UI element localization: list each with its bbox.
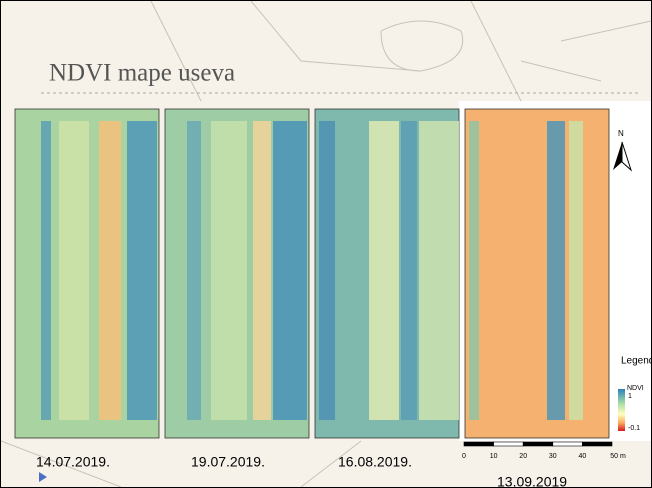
ndvi-ramp	[618, 389, 625, 431]
scale-segment	[494, 442, 524, 446]
scale-label: 40	[579, 453, 587, 460]
scale-bar: 0 10 20 30 40 50 m	[462, 442, 626, 460]
slide-title: NDVI mape useva	[49, 60, 235, 87]
slide: NDVI mape useva 14.07.2019. 19.07.2019. 16…	[0, 0, 652, 488]
field-strip	[187, 121, 201, 420]
scale-label: 0	[462, 453, 466, 460]
scale-label: 50 m	[610, 453, 626, 460]
legend-max: 1	[628, 393, 632, 400]
field-strip	[273, 121, 307, 420]
image-date: 19.07.2019.	[191, 454, 265, 470]
image-date: 14.07.2019.	[36, 454, 110, 470]
scale-segment	[553, 442, 583, 446]
scale-segment	[523, 442, 553, 446]
nav-marker	[39, 472, 47, 482]
field-strip	[469, 121, 479, 420]
ndvi-image	[465, 109, 609, 438]
field-strip	[369, 121, 399, 420]
field-strip	[419, 121, 459, 420]
field-strip	[547, 121, 565, 420]
legend-layer: NDVI	[627, 385, 644, 392]
scale-label: 10	[490, 453, 498, 460]
legend-min: -0.1	[628, 425, 640, 432]
legend-title: Legend	[621, 356, 651, 367]
field-strip	[401, 121, 417, 420]
scale-segment	[582, 442, 612, 446]
field-strip	[253, 121, 271, 420]
field-strip	[569, 121, 583, 420]
field-strip	[59, 121, 89, 420]
slide-canvas: NDVI mape useva 14.07.2019. 19.07.2019. 16…	[1, 1, 651, 487]
field-strip	[319, 121, 335, 420]
field-strip	[127, 121, 157, 420]
image-date: 16.08.2019.	[338, 454, 412, 470]
field-strip	[99, 121, 121, 420]
scale-segment	[464, 442, 494, 446]
north-label: N	[618, 129, 624, 138]
field-strip	[41, 121, 51, 420]
image-date: 13.09.2019	[497, 474, 567, 487]
scale-label: 20	[519, 453, 527, 460]
field-strip	[211, 121, 247, 420]
scale-label: 30	[549, 453, 557, 460]
